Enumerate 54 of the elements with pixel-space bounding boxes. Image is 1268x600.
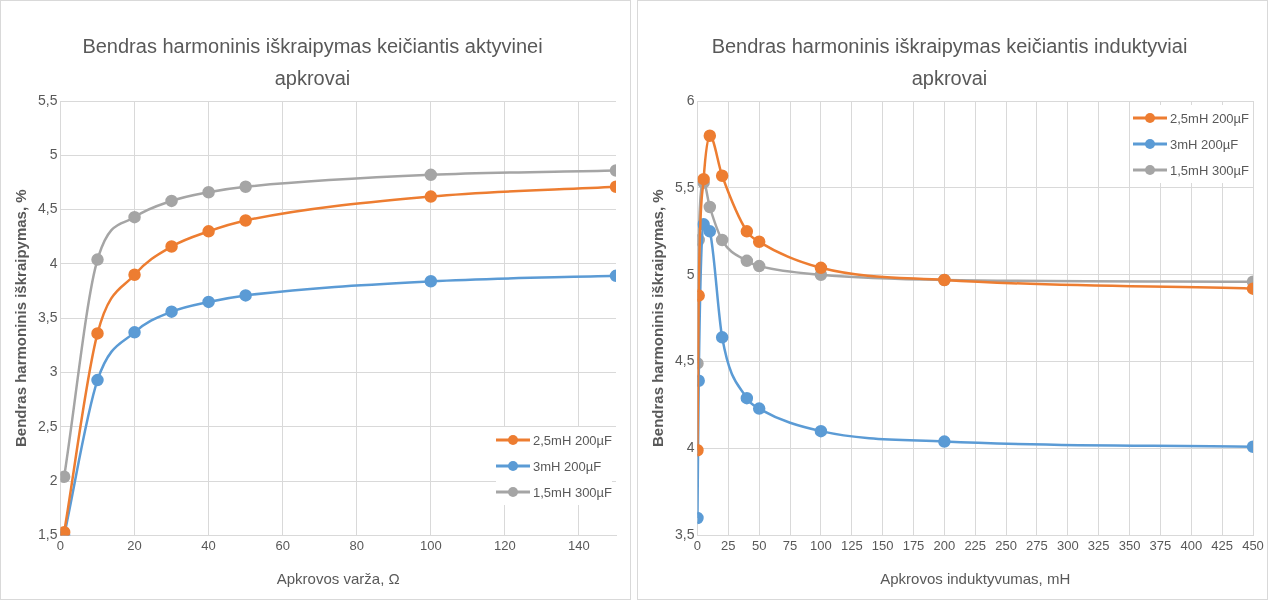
legend-label: 3mH 200µF xyxy=(1170,136,1239,152)
y-tick-label: 5,5 xyxy=(37,91,58,108)
y-tick-label: 5 xyxy=(49,146,58,163)
x-tick-label: 400 xyxy=(1180,537,1203,553)
y-tick-label: 4 xyxy=(686,439,695,456)
x-tick-label: 50 xyxy=(751,537,767,553)
x-tick-label: 225 xyxy=(964,537,987,553)
chart-title: Bendras harmoninis iškraipymas keičiantis induktyviai apkrovai xyxy=(711,34,1188,89)
x-tick-label: 120 xyxy=(494,537,516,553)
x-tick-label: 60 xyxy=(275,537,290,553)
legend-label: 1,5mH 300µF xyxy=(1170,162,1250,178)
x-tick-label: 140 xyxy=(568,537,590,553)
x-tick-label: 75 xyxy=(782,537,798,553)
y-tick-label: 2 xyxy=(49,471,58,488)
x-tick-label: 300 xyxy=(1056,537,1079,553)
x-tick-label: 80 xyxy=(349,537,364,553)
legend-label: 2,5mH 200µF xyxy=(1170,110,1250,126)
y-axis-title: Bendras harmoninis iškraipymas, % xyxy=(12,189,30,447)
x-tick-label: 100 xyxy=(810,537,832,553)
x-tick-label: 200 xyxy=(933,537,956,553)
x-tick-label: 0 xyxy=(56,537,65,553)
x-tick-label: 125 xyxy=(840,537,863,553)
legend-label: 2,5mH 200µF xyxy=(533,432,613,448)
y-tick-label: 3,5 xyxy=(37,309,58,326)
y-tick-label: 1,5 xyxy=(37,526,58,543)
legend-label: 1,5mH 300µF xyxy=(533,484,613,500)
y-tick-label: 4,5 xyxy=(37,200,58,217)
legend-label: 3mH 200µF xyxy=(533,458,602,474)
x-tick-label: 175 xyxy=(902,537,925,553)
x-tick-label: 450 xyxy=(1242,537,1264,553)
y-tick-label: 2,5 xyxy=(37,417,58,434)
x-tick-label: 40 xyxy=(201,537,216,553)
y-tick-label: 4 xyxy=(49,254,58,271)
x-tick-label: 20 xyxy=(127,537,142,553)
x-tick-label: 350 xyxy=(1118,537,1141,553)
x-tick-label: 100 xyxy=(419,537,442,553)
x-axis-title: Apkrovos varža, Ω xyxy=(276,570,400,588)
x-tick-label: 425 xyxy=(1211,537,1233,553)
y-tick-label: 4,5 xyxy=(674,352,695,369)
y-tick-label: 5 xyxy=(686,265,695,282)
x-tick-label: 325 xyxy=(1087,537,1110,553)
y-tick-label: 3 xyxy=(49,363,58,380)
x-tick-label: 25 xyxy=(721,537,736,553)
y-axis-title: Bendras harmoninis iškraipymas, % xyxy=(649,189,667,447)
y-tick-label: 3,5 xyxy=(674,526,695,543)
x-tick-label: 250 xyxy=(995,537,1017,553)
x-axis-title: Apkrovos induktyvumas, mH xyxy=(880,570,1071,588)
y-tick-label: 5,5 xyxy=(674,178,695,195)
x-tick-label: 375 xyxy=(1149,537,1172,553)
x-tick-label: 275 xyxy=(1026,537,1048,553)
y-tick-label: 6 xyxy=(686,91,695,108)
chart-title: Bendras harmoninis iškraipymas keičiantis aktyvinei apkrovai xyxy=(82,34,543,89)
x-tick-label: 0 xyxy=(693,537,702,553)
x-tick-label: 150 xyxy=(871,537,894,553)
